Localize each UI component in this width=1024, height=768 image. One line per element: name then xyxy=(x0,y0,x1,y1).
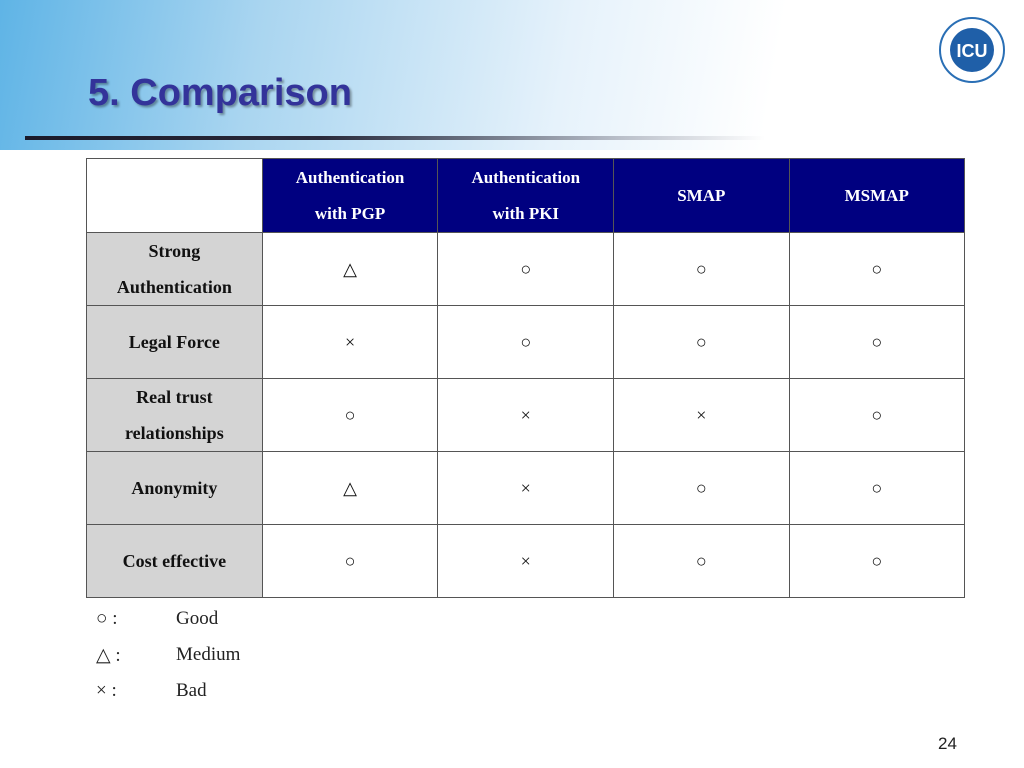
cell: ○ xyxy=(788,524,965,598)
cell: ○ xyxy=(437,232,615,306)
header-cell: Authentication with PKI xyxy=(437,158,615,233)
cell: ○ xyxy=(788,378,965,452)
cell: ○ xyxy=(788,305,965,379)
header-cell xyxy=(86,158,263,233)
table-row: Legal Force × ○ ○ ○ xyxy=(86,305,965,379)
cell: × xyxy=(437,451,615,525)
table-row: Cost effective ○ × ○ ○ xyxy=(86,524,965,598)
row-header: Anonymity xyxy=(86,451,263,525)
logo-core xyxy=(950,28,994,72)
table-row: Anonymity △ × ○ ○ xyxy=(86,451,965,525)
logo-text: ICU xyxy=(957,41,988,61)
cell: × xyxy=(437,524,615,598)
legend-symbol: ○ : xyxy=(96,608,118,629)
cell: ○ xyxy=(613,524,790,598)
cell: ○ xyxy=(613,232,790,306)
cell: ○ xyxy=(613,451,790,525)
cell: × xyxy=(437,378,615,452)
comparison-table: Authentication with PGP Authentication wi… xyxy=(86,158,965,598)
cell: △ xyxy=(261,451,439,525)
row-header: Legal Force xyxy=(86,305,263,379)
legend-symbol: △ : xyxy=(96,645,121,666)
table-body: Authentication with PGP Authentication wi… xyxy=(86,158,965,598)
slide-title: 5. Comparison xyxy=(88,72,352,114)
header-cell: Authentication with PGP xyxy=(261,158,439,233)
row-header: Cost effective xyxy=(86,524,263,598)
cell: ○ xyxy=(437,305,615,379)
legend-meaning: Good xyxy=(176,608,219,629)
logo: ICU xyxy=(939,17,1005,83)
cell: ○ xyxy=(788,451,965,525)
table-row: Strong Authentication △ ○ ○ ○ xyxy=(86,232,965,306)
cell: ○ xyxy=(613,305,790,379)
cell: × xyxy=(613,378,790,452)
table-row: Real trust relationships ○ × × ○ xyxy=(86,378,965,452)
title-rule xyxy=(25,136,765,140)
cell: ○ xyxy=(788,232,965,306)
legend-meaning: Medium xyxy=(176,644,241,665)
header-row: Authentication with PGP Authentication wi… xyxy=(86,158,965,233)
row-header: Strong Authentication xyxy=(86,232,263,306)
legend-meaning: Bad xyxy=(176,680,207,701)
cell: ○ xyxy=(261,378,439,452)
header-cell: SMAP xyxy=(613,158,790,233)
cell: ○ xyxy=(261,524,439,598)
cell: × xyxy=(261,305,439,379)
cell: △ xyxy=(261,232,439,306)
legend-symbol: × : xyxy=(96,680,117,701)
row-header: Real trust relationships xyxy=(86,378,263,452)
header-cell: MSMAP xyxy=(788,158,965,233)
page-number: 24 xyxy=(938,734,957,753)
